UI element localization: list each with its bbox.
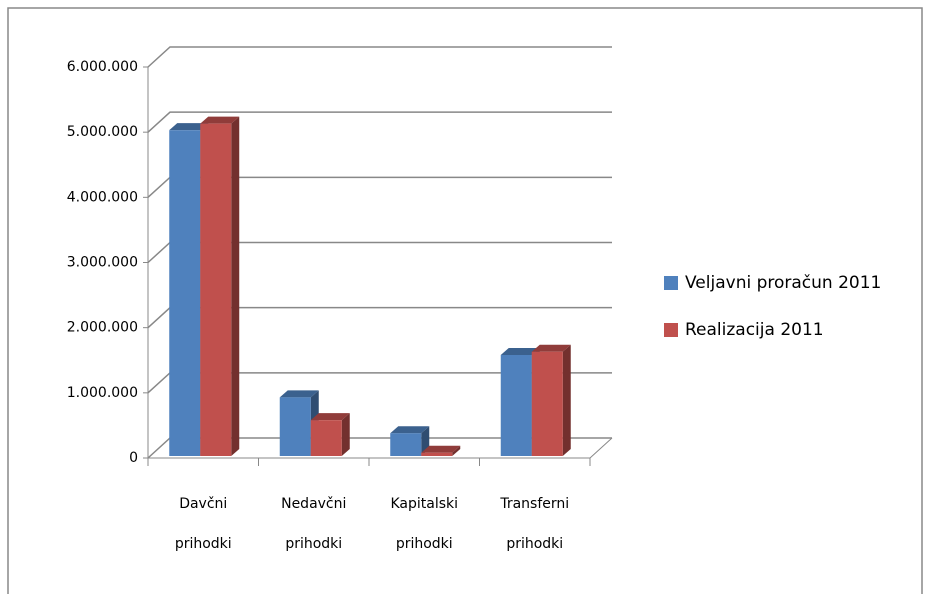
bar xyxy=(531,351,563,456)
y-tick-label: 5.000.000 xyxy=(67,124,138,140)
y-tick-label: 1.000.000 xyxy=(67,385,138,401)
x-tick-label: Transferni prihodki xyxy=(500,496,570,552)
frame xyxy=(7,7,923,594)
bar-top xyxy=(310,413,350,421)
bar-top xyxy=(531,344,571,352)
bar xyxy=(421,452,453,456)
legend-swatch xyxy=(664,276,678,290)
bar-side xyxy=(452,445,461,456)
bar-top xyxy=(169,123,209,131)
bar xyxy=(200,123,232,457)
bar-side xyxy=(341,413,350,456)
grid-line xyxy=(147,46,612,68)
grid-line xyxy=(147,111,612,133)
legend-label: Veljavni proračun 2011 xyxy=(685,273,881,293)
bar-top xyxy=(390,426,430,434)
bar xyxy=(169,130,201,456)
x-tick-label: Nedavčni prihodki xyxy=(281,496,347,552)
x-tick-label: Davčni prihodki xyxy=(174,496,232,552)
bar-side xyxy=(562,344,571,456)
bar xyxy=(310,420,342,456)
y-tick-label: 6.000.000 xyxy=(67,59,138,75)
bar-top xyxy=(200,116,240,124)
bar-side xyxy=(231,116,240,457)
y-tick-label: 3.000.000 xyxy=(67,255,138,271)
legend-swatch xyxy=(664,323,678,337)
legend-label: Realizacija 2011 xyxy=(685,320,824,340)
bar-top xyxy=(500,347,540,355)
y-tick-label: 4.000.000 xyxy=(67,189,138,205)
bar xyxy=(500,354,532,456)
bar xyxy=(390,433,422,456)
bar-top xyxy=(279,390,319,398)
bar-top xyxy=(421,445,461,453)
y-tick-label: 2.000.000 xyxy=(67,320,138,336)
x-tick-label: Kapitalski prihodki xyxy=(390,496,459,552)
bar xyxy=(279,397,311,456)
y-tick-label: 0 xyxy=(129,450,138,466)
